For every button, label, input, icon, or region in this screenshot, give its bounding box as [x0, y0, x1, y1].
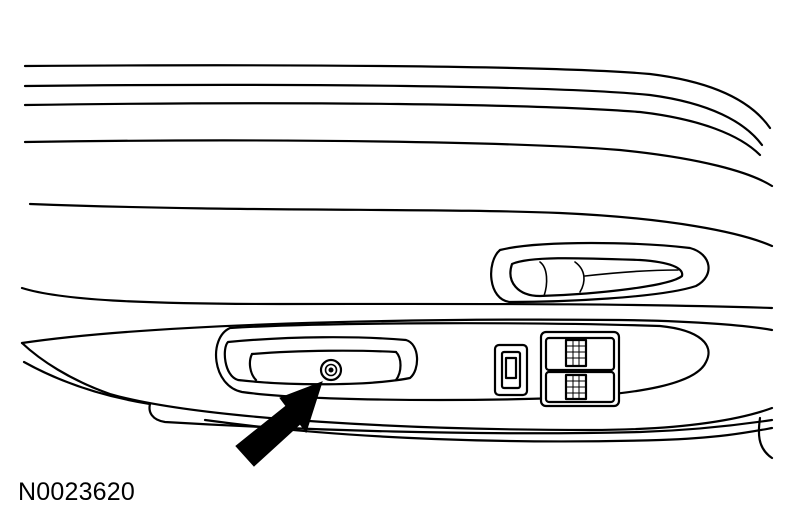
callout-arrow-icon: [235, 381, 323, 467]
switch-lower-grip: [564, 373, 588, 401]
grab-handle-cup: [223, 336, 419, 386]
armrest-contours: [20, 286, 774, 460]
upper-panel-contours: [23, 64, 774, 248]
figure-id-label: N0023620: [18, 478, 135, 506]
window-switch-pack: [493, 330, 621, 408]
switch-upper-grip: [564, 338, 588, 368]
screw: [319, 358, 343, 382]
door-pull-pocket: [490, 241, 710, 304]
armrest-recess: [215, 322, 710, 402]
